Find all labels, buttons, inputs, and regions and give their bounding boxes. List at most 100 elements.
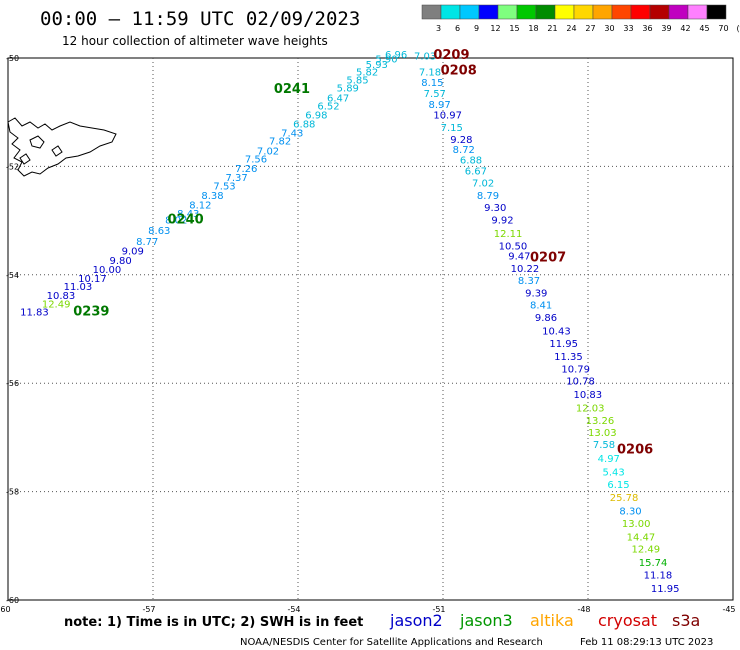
- color-scale-label: 70: [718, 24, 728, 33]
- swh-value-label: 10.97: [433, 111, 462, 122]
- color-scale-label: 30: [604, 24, 614, 33]
- swh-value-label: 9.47: [508, 252, 530, 263]
- swh-value-label: 8.77: [136, 237, 158, 248]
- y-tick-label: -58: [6, 488, 19, 497]
- x-tick-label: -54: [287, 605, 300, 614]
- color-scale-swatch: [687, 4, 708, 20]
- legend-entry-jason3: jason3: [459, 611, 513, 630]
- swh-value-label: 12.49: [42, 299, 71, 310]
- color-scale-swatch: [611, 4, 632, 20]
- swh-value-label: 10.00: [93, 265, 122, 276]
- swh-value-label: 6.47: [327, 93, 349, 104]
- color-scale-swatch: [516, 4, 537, 20]
- swh-value-label: 8.41: [530, 300, 552, 311]
- legend-entry-altika: altika: [530, 611, 574, 630]
- swh-value-label: 6.88: [460, 156, 482, 167]
- color-scale-label: 15: [509, 24, 519, 33]
- color-scale-swatch: [649, 4, 670, 20]
- swh-value-label: 6.98: [305, 111, 327, 122]
- swh-value-label: 12.49: [632, 544, 661, 555]
- color-scale-label: 42: [680, 24, 690, 33]
- swh-value-label: 10.22: [511, 264, 540, 275]
- y-tick-label: -50: [6, 54, 19, 63]
- color-scale-label: 6: [455, 24, 460, 33]
- swh-value-label: 5.85: [346, 75, 368, 86]
- swh-value-label: 7.58: [593, 440, 615, 451]
- swh-value-label: 11.95: [549, 339, 578, 350]
- swh-value-label: 7.03: [414, 52, 436, 63]
- legend-entry-s3a: s3a: [672, 611, 700, 630]
- swh-value-label: 6.88: [293, 119, 315, 130]
- color-scale-label: 36: [642, 24, 652, 33]
- swh-value-label: 10.50: [499, 241, 528, 252]
- color-scale-swatch: [592, 4, 613, 20]
- swh-value-label: 5.93: [366, 60, 388, 71]
- swh-value-label: 7.57: [424, 89, 446, 100]
- swh-value-label: 9.80: [110, 256, 132, 267]
- color-scale-swatch: [497, 4, 518, 20]
- swh-value-label: 5.90: [375, 54, 397, 65]
- pass-time-label: 0240: [168, 212, 204, 227]
- swh-value-label: 11.03: [64, 282, 93, 293]
- swh-value-label: 10.78: [566, 376, 595, 387]
- footer-note: note: 1) Time is in UTC; 2) SWH is in fe…: [64, 615, 363, 630]
- color-scale-swatch: [440, 4, 461, 20]
- swh-value-label: 9.09: [122, 247, 144, 258]
- color-scale-label: 12: [490, 24, 500, 33]
- swh-value-label: 8.79: [477, 191, 499, 202]
- swh-value-label: 5.89: [337, 84, 359, 95]
- swh-value-label: 13.26: [586, 416, 615, 427]
- color-scale-label: 33: [623, 24, 633, 33]
- swh-value-label: 7.53: [213, 182, 235, 193]
- x-tick-label: -48: [577, 605, 590, 614]
- color-scale-label: 18: [528, 24, 538, 33]
- pass-time-label: 0209: [433, 48, 469, 63]
- color-scale-label: 21: [547, 24, 557, 33]
- color-scale-swatch: [421, 4, 442, 20]
- color-scale-swatch: [630, 4, 651, 20]
- swh-value-label: 7.18: [419, 67, 441, 78]
- swh-value-label: 8.38: [201, 191, 223, 202]
- chart-title: 00:00 – 11:59 UTC 02/09/2023: [40, 8, 360, 30]
- swh-value-label: 10.43: [542, 326, 571, 337]
- swh-value-label: 11.18: [644, 570, 673, 581]
- swh-value-label: 10.79: [561, 364, 590, 375]
- x-tick-label: -60: [0, 605, 11, 614]
- swh-value-label: 8.15: [421, 78, 443, 89]
- y-tick-label: -60: [6, 596, 19, 605]
- swh-value-label: 6.67: [465, 167, 487, 178]
- swh-value-label: 8.43: [177, 209, 199, 220]
- swh-value-label: 7.02: [472, 178, 494, 189]
- swh-value-label: 7.37: [226, 173, 248, 184]
- footer-timestamp: Feb 11 08:29:13 UTC 2023: [580, 637, 713, 648]
- swh-value-label: 11.95: [651, 584, 680, 595]
- color-scale-label: 3: [436, 24, 441, 33]
- legend-entry-cryosat: cryosat: [598, 611, 657, 630]
- swh-value-label: 8.12: [189, 201, 211, 212]
- color-scale-swatch: [668, 4, 689, 20]
- color-scale-swatch: [706, 4, 727, 20]
- swh-value-label: 13.03: [588, 428, 617, 439]
- swh-value-label: 10.83: [574, 390, 603, 401]
- swh-value-label: 4.97: [598, 454, 620, 465]
- color-scale-label: 45: [699, 24, 709, 33]
- swh-value-label: 7.43: [281, 129, 303, 140]
- color-scale-swatch: [573, 4, 594, 20]
- color-scale-swatch: [535, 4, 556, 20]
- swh-value-label: 9.92: [491, 215, 513, 226]
- pass-time-label: 0207: [530, 250, 566, 265]
- y-tick-label: -56: [6, 379, 19, 388]
- swh-value-label: 10.83: [47, 291, 76, 302]
- swh-value-label: 13.00: [622, 519, 651, 530]
- x-tick-label: -51: [432, 605, 445, 614]
- swh-value-label: 8.02: [165, 215, 187, 226]
- swh-value-label: 9.28: [450, 135, 472, 146]
- swh-value-label: 5.82: [356, 67, 378, 78]
- color-scale-swatch: [459, 4, 480, 20]
- swh-value-label: 8.97: [429, 100, 451, 111]
- pass-time-label: 0241: [274, 82, 310, 97]
- swh-value-label: 15.74: [639, 558, 668, 569]
- swh-value-label: 6.52: [317, 101, 339, 112]
